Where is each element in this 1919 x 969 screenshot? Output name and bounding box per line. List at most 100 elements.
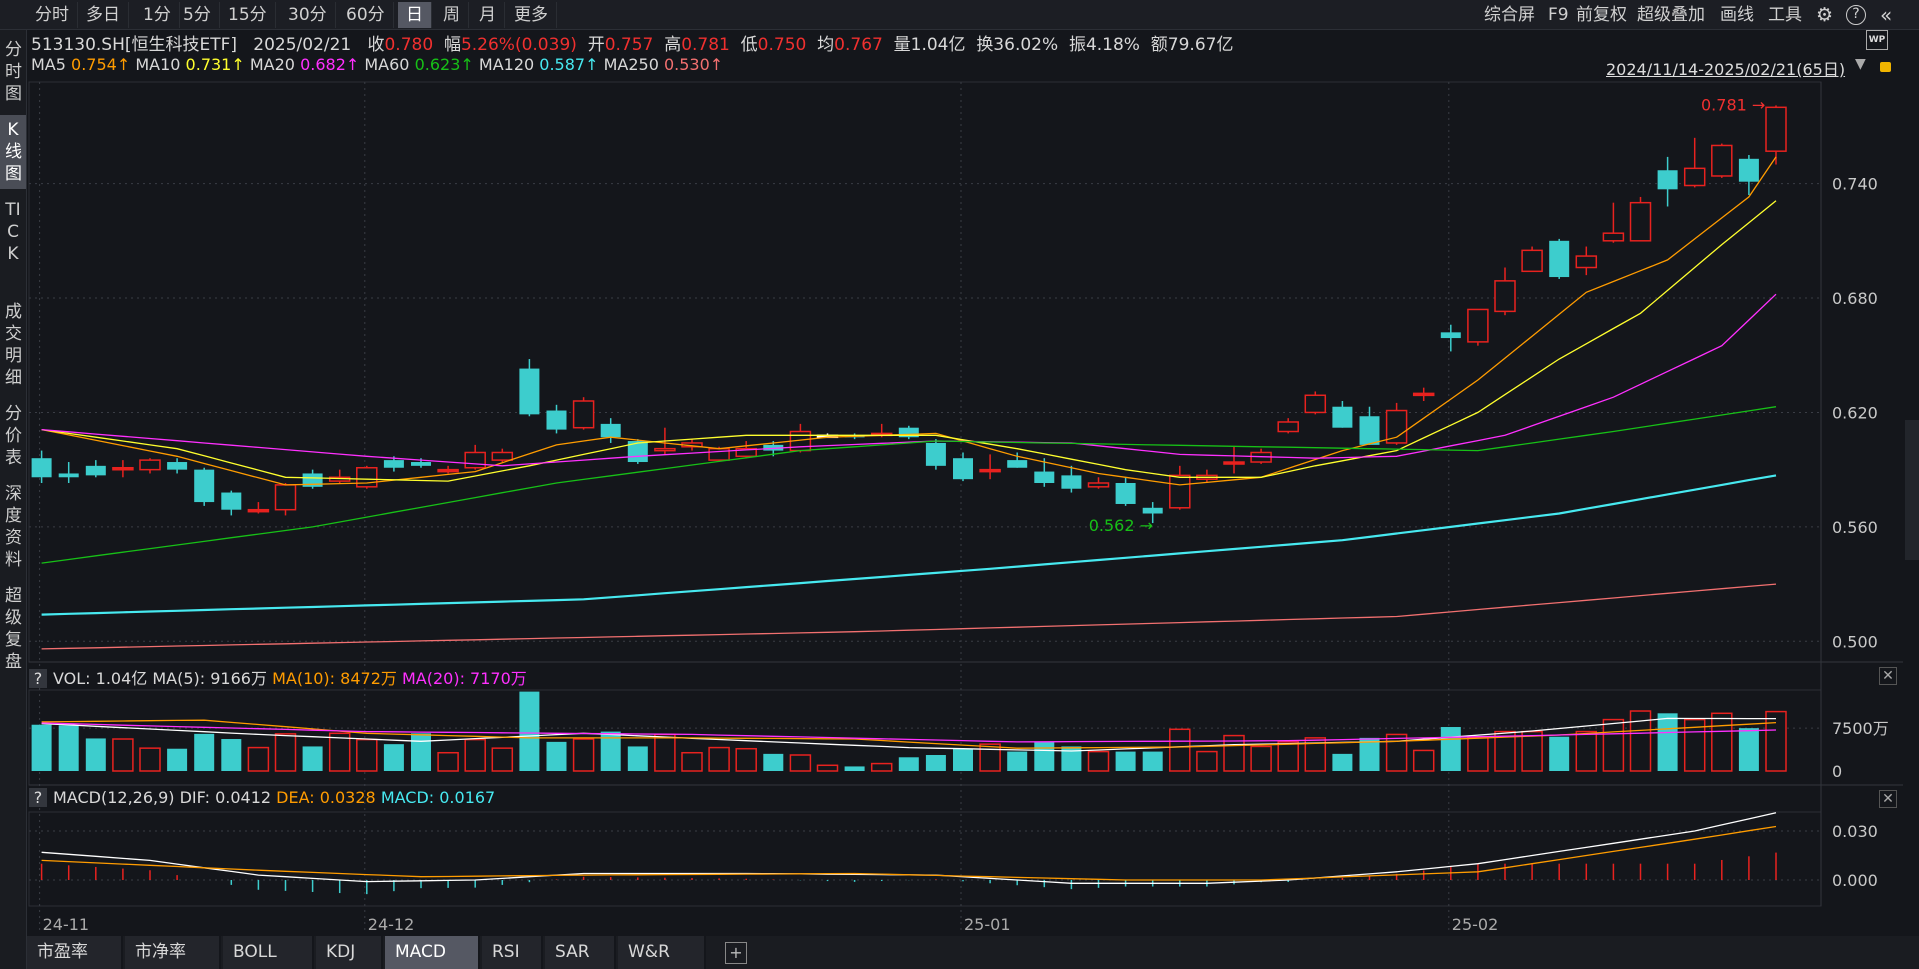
period-tab-6[interactable]: 60分 [338, 2, 394, 28]
sidebar-tab-2[interactable]: TICK [5, 200, 21, 264]
sidebar-tab-4[interactable]: 分价表 [5, 404, 22, 468]
candle-body [411, 462, 431, 466]
period-tab-2[interactable]: 1分 [135, 2, 180, 28]
candle-body [1034, 471, 1055, 483]
volume-bar [1521, 730, 1543, 772]
volume-bar [1007, 751, 1028, 771]
period-tab-5[interactable]: 30分 [280, 2, 336, 28]
volume-bar [1494, 730, 1516, 772]
volume-bar [411, 733, 431, 771]
max-price-marker: 0.781 → [1701, 95, 1765, 114]
indicator-tab-[interactable]: 市盈率 [27, 936, 123, 969]
tool-draw-line[interactable]: 画线 [1720, 5, 1754, 25]
period-tab-8[interactable]: 周 [435, 2, 469, 28]
volume-bar [437, 751, 459, 772]
sidebar-tab-5[interactable]: 深度资料 [5, 484, 22, 570]
volume-bar [708, 746, 730, 772]
volume-bar [302, 746, 323, 771]
candle-body [925, 442, 946, 466]
volume-bar [112, 738, 134, 772]
period-tab-1[interactable]: 多日 [78, 2, 129, 28]
tool-tools[interactable]: 工具 [1768, 5, 1802, 25]
sidebar-tab-6[interactable]: 超级复盘 [5, 586, 22, 672]
candle-body [1277, 421, 1299, 433]
price-tick-label: 0.740 [1832, 175, 1878, 194]
candle-body [763, 444, 784, 451]
candle-body [491, 451, 514, 461]
period-tab-0[interactable]: 分时 [27, 2, 78, 28]
indicator-tab-macd[interactable]: MACD [385, 936, 480, 969]
sidebar-tab-0[interactable]: 分时图 [5, 40, 22, 104]
ma-legend-value: 0.530↑ [663, 55, 724, 74]
candle-body [58, 473, 79, 478]
wp-monitor-icon[interactable]: WP [1866, 30, 1888, 50]
indicator-tab-sar[interactable]: SAR [545, 936, 616, 969]
candle-body [1061, 475, 1082, 489]
indicator-tab-wr[interactable]: W&R [618, 936, 706, 969]
candle-body [221, 492, 242, 510]
volume-bar [274, 733, 297, 772]
tool-composite-screen[interactable]: 综合屏 [1484, 5, 1535, 25]
help-icon[interactable]: ? [1846, 5, 1866, 25]
volume-bar [464, 738, 486, 772]
vol-ma10: MA(10): 8472万 [272, 669, 397, 688]
macd-dea-line [41, 825, 1777, 881]
ma-legend: MA5 0.754↑ MA10 0.731↑ MA20 0.682↑ MA60 … [31, 55, 723, 74]
add-tab-button[interactable]: + [725, 942, 747, 964]
gear-icon[interactable]: ⚙ [1816, 4, 1834, 26]
volume-value: 量1.04亿 [893, 35, 966, 55]
date-range-selector[interactable]: 2024/11/14-2025/02/21(65日) [1606, 60, 1846, 79]
candle-body [1223, 461, 1245, 465]
vol-help-button[interactable]: ? [29, 669, 47, 688]
indicator-tab-[interactable]: 市净率 [125, 936, 221, 969]
volume-bar [1657, 713, 1678, 771]
candle-body [898, 427, 919, 438]
tool-f9[interactable]: F9 [1548, 5, 1569, 25]
period-tab-4[interactable]: 15分 [220, 2, 276, 28]
indicator-tab-rsi[interactable]: RSI [482, 936, 543, 969]
candle-body [1087, 482, 1110, 488]
double-chevron-left-icon[interactable]: « [1880, 3, 1893, 27]
volume-bar [31, 724, 52, 771]
indicator-tab-kdj[interactable]: KDJ [316, 936, 383, 969]
sidebar-tab-1[interactable]: K线图 [0, 115, 26, 189]
volume-tick-label: 7500万 [1832, 719, 1889, 738]
close-macd-pane-button[interactable]: ✕ [1879, 790, 1897, 808]
candle-body [356, 466, 378, 488]
dropdown-triangle-icon[interactable]: ▼ [1855, 56, 1866, 72]
macd-header: ? MACD(12,26,9) DIF: 0.0412 DEA: 0.0328 M… [29, 788, 495, 807]
candle-body [979, 468, 1001, 473]
candle-body [654, 447, 676, 452]
volume-bar [681, 751, 703, 772]
indicator-tab-boll[interactable]: BOLL [223, 936, 314, 969]
volume-bar [1061, 746, 1082, 771]
period-tab-10[interactable]: 更多 [506, 2, 557, 28]
candle-body [1385, 409, 1408, 444]
volume-bar [789, 754, 812, 772]
ma-line-ma5 [41, 156, 1777, 486]
volume-bar [519, 691, 540, 771]
sidebar-tab-3[interactable]: 成交明细 [5, 302, 22, 388]
volume-bar [953, 748, 973, 771]
volume-bar [898, 757, 919, 771]
volume-bar [1765, 710, 1787, 772]
candle-body [1765, 106, 1787, 152]
candle-body [1521, 249, 1543, 273]
candle-body [1359, 416, 1380, 445]
tool-forward-adjust[interactable]: 前复权 [1576, 5, 1627, 25]
period-tab-9[interactable]: 月 [471, 2, 505, 28]
candle-body [519, 368, 540, 415]
lock-icon[interactable] [1880, 62, 1891, 72]
x-axis-label: 25-01 [964, 915, 1011, 934]
tool-super-overlay[interactable]: 超级叠加 [1637, 5, 1705, 25]
volume-bar [870, 762, 893, 772]
period-tab-3[interactable]: 5分 [175, 2, 220, 28]
period-tab-7[interactable]: 日 [398, 2, 432, 28]
macd-help-button[interactable]: ? [29, 788, 47, 807]
pane-frame [28, 811, 1822, 907]
ma-legend-label: MA120 [478, 55, 535, 74]
volume-bar [1440, 727, 1461, 771]
close-volume-pane-button[interactable]: ✕ [1879, 667, 1897, 685]
candle-body [383, 460, 404, 468]
